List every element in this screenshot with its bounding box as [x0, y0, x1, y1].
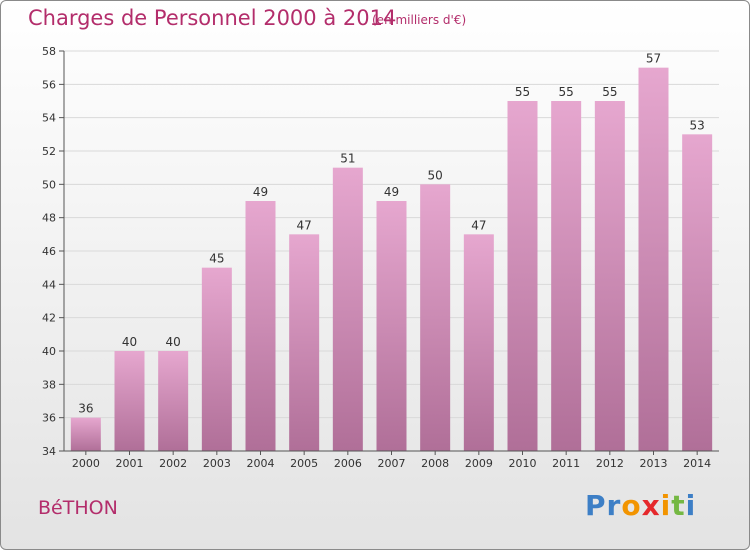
- value-label-2005: 47: [297, 218, 312, 232]
- y-tick-label: 48: [42, 212, 56, 225]
- value-label-2011: 55: [559, 85, 574, 99]
- y-tick-label: 56: [42, 78, 56, 91]
- chart-subtitle: (en milliers d'€): [372, 13, 467, 27]
- bar-2012: [594, 101, 625, 451]
- x-tick-label-2010: 2010: [509, 457, 537, 470]
- logo-letter: t: [671, 489, 686, 522]
- bar-2005: [289, 234, 320, 451]
- x-tick-label-2005: 2005: [290, 457, 318, 470]
- chart-title: Charges de Personnel 2000 à 2014: [28, 6, 397, 30]
- y-tick-label: 38: [42, 378, 56, 391]
- x-tick-label-2003: 2003: [203, 457, 231, 470]
- proxiti-logo: Proxiti: [585, 489, 696, 522]
- y-tick-label: 54: [42, 112, 56, 125]
- bar-2013: [638, 67, 669, 452]
- x-tick-label-2009: 2009: [465, 457, 493, 470]
- logo-letter: P: [585, 489, 607, 522]
- bar-2008: [420, 184, 451, 452]
- value-label-2001: 40: [122, 335, 137, 349]
- logo-letter: r: [606, 489, 622, 522]
- axes: 34 36 38 40 42 44 46 48 50 52 54 56 58 2000 2001 2002 20…: [42, 45, 719, 470]
- value-label-2013: 57: [646, 52, 661, 66]
- y-tick-label: 44: [42, 278, 56, 291]
- x-tick-label-2013: 2013: [640, 457, 668, 470]
- bar-2010: [507, 101, 538, 451]
- y-tick-label: 34: [42, 445, 56, 458]
- value-label-2003: 45: [209, 252, 224, 266]
- bar-series: 36 40 40 45 49 47 51 49 50 47 55 55 55 57 53: [70, 52, 713, 452]
- value-label-2004: 49: [253, 185, 268, 199]
- bar-2004: [245, 201, 276, 451]
- bar-2009: [463, 234, 494, 451]
- x-tick-label-2001: 2001: [116, 457, 144, 470]
- y-tick-label: 42: [42, 312, 56, 325]
- value-label-2006: 51: [340, 152, 355, 166]
- y-tick-label: 52: [42, 145, 56, 158]
- bar-2006: [332, 167, 363, 451]
- x-tick-label-2011: 2011: [552, 457, 580, 470]
- commune-name: BéTHON: [38, 497, 118, 519]
- bar-2003: [201, 267, 232, 451]
- y-tick-label: 40: [42, 345, 56, 358]
- logo-letter: x: [641, 489, 661, 522]
- y-tick-label: 36: [42, 412, 56, 425]
- bar-2011: [551, 101, 582, 451]
- logo-letter: o: [621, 489, 642, 522]
- logo-letter: i: [660, 489, 672, 522]
- x-tick-label-2014: 2014: [683, 457, 711, 470]
- value-label-2008: 50: [428, 168, 443, 182]
- x-tick-label-2008: 2008: [421, 457, 449, 470]
- value-label-2012: 55: [602, 85, 617, 99]
- y-tick-label: 46: [42, 245, 56, 258]
- value-label-2009: 47: [471, 218, 486, 232]
- x-tick-label-2000: 2000: [72, 457, 100, 470]
- bar-2000: [70, 417, 101, 451]
- x-tick-label-2004: 2004: [247, 457, 275, 470]
- value-label-2002: 40: [166, 335, 181, 349]
- x-tick-label-2007: 2007: [378, 457, 406, 470]
- x-tick-label-2002: 2002: [159, 457, 187, 470]
- bar-2014: [682, 134, 713, 452]
- x-tick-label-2006: 2006: [334, 457, 362, 470]
- value-label-2010: 55: [515, 85, 530, 99]
- y-tick-label: 58: [42, 45, 56, 58]
- bar-2007: [376, 201, 407, 451]
- value-label-2007: 49: [384, 185, 399, 199]
- logo-letter: i: [685, 489, 697, 522]
- x-tick-label-2012: 2012: [596, 457, 624, 470]
- value-label-2014: 53: [690, 118, 705, 132]
- value-label-2000: 36: [78, 402, 93, 416]
- bar-2002: [158, 351, 189, 451]
- bar-2001: [114, 351, 145, 451]
- y-tick-label: 50: [42, 178, 56, 191]
